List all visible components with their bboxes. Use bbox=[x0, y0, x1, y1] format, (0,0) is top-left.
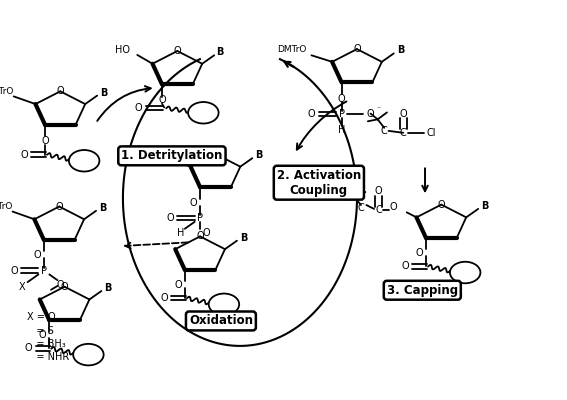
Text: B: B bbox=[100, 88, 107, 98]
Text: O: O bbox=[56, 280, 64, 290]
Text: O: O bbox=[33, 250, 41, 260]
Text: DMTrO: DMTrO bbox=[139, 150, 168, 159]
Text: O: O bbox=[399, 108, 407, 118]
Text: X = O: X = O bbox=[27, 312, 55, 322]
Text: Oxidation: Oxidation bbox=[189, 314, 253, 328]
Text: B: B bbox=[99, 203, 106, 213]
Text: 1. Detritylation: 1. Detritylation bbox=[121, 149, 223, 162]
Text: P: P bbox=[338, 109, 345, 119]
Text: B: B bbox=[104, 283, 112, 293]
Text: CPG: CPG bbox=[75, 156, 94, 165]
Text: H: H bbox=[338, 125, 345, 135]
Text: O: O bbox=[166, 213, 174, 223]
Text: O: O bbox=[416, 248, 424, 258]
Text: P: P bbox=[41, 266, 47, 276]
Text: O: O bbox=[353, 44, 361, 54]
Text: O: O bbox=[56, 202, 63, 212]
Text: O: O bbox=[20, 150, 28, 160]
Text: O: O bbox=[438, 200, 445, 210]
Text: O: O bbox=[390, 202, 397, 212]
Text: CPG: CPG bbox=[194, 108, 213, 117]
Text: O: O bbox=[25, 344, 32, 354]
Circle shape bbox=[69, 150, 99, 172]
Text: C: C bbox=[358, 203, 365, 213]
Text: CPG: CPG bbox=[214, 300, 234, 309]
Text: DMTrO: DMTrO bbox=[0, 87, 13, 96]
Text: O: O bbox=[10, 266, 18, 276]
Circle shape bbox=[73, 344, 104, 365]
Text: C: C bbox=[381, 126, 388, 136]
Text: CPG: CPG bbox=[79, 350, 98, 359]
Text: CPG: CPG bbox=[456, 268, 475, 277]
Text: O: O bbox=[39, 330, 46, 340]
Text: O: O bbox=[158, 96, 166, 106]
Text: O: O bbox=[41, 136, 49, 146]
Circle shape bbox=[209, 294, 239, 315]
Text: B: B bbox=[397, 45, 404, 55]
Text: DMTrO: DMTrO bbox=[0, 202, 12, 212]
Text: O: O bbox=[174, 46, 181, 56]
Text: B: B bbox=[481, 201, 488, 211]
Circle shape bbox=[188, 102, 219, 124]
Text: C: C bbox=[400, 128, 407, 138]
Text: ⁻: ⁻ bbox=[376, 105, 381, 114]
Text: DMTrO: DMTrO bbox=[277, 45, 307, 54]
Text: Cl: Cl bbox=[427, 128, 436, 138]
Text: O: O bbox=[211, 149, 219, 159]
Text: O: O bbox=[338, 94, 345, 104]
Text: B: B bbox=[216, 47, 223, 57]
Text: = BH₃: = BH₃ bbox=[27, 339, 65, 349]
Text: HO: HO bbox=[115, 45, 129, 55]
Text: = S: = S bbox=[27, 326, 53, 336]
Text: B: B bbox=[240, 233, 247, 243]
Text: O: O bbox=[135, 103, 142, 113]
Text: = NHR: = NHR bbox=[27, 352, 69, 362]
Text: O: O bbox=[196, 232, 204, 242]
Text: O: O bbox=[61, 282, 69, 292]
Text: C: C bbox=[375, 206, 382, 216]
Text: O: O bbox=[203, 228, 210, 238]
Text: O: O bbox=[160, 293, 168, 303]
Text: O: O bbox=[57, 86, 64, 96]
Text: X: X bbox=[19, 282, 26, 292]
Text: O: O bbox=[401, 261, 409, 271]
Text: O: O bbox=[190, 198, 197, 208]
Text: P: P bbox=[197, 213, 203, 223]
Text: O: O bbox=[375, 186, 382, 196]
Circle shape bbox=[450, 262, 480, 283]
Text: B: B bbox=[255, 150, 263, 160]
Text: 2. Activation
Coupling: 2. Activation Coupling bbox=[277, 169, 361, 197]
Text: O: O bbox=[175, 280, 182, 290]
Text: H: H bbox=[177, 228, 184, 238]
Text: O: O bbox=[308, 109, 315, 119]
Text: 3. Capping: 3. Capping bbox=[387, 284, 458, 297]
Text: O: O bbox=[367, 109, 374, 119]
